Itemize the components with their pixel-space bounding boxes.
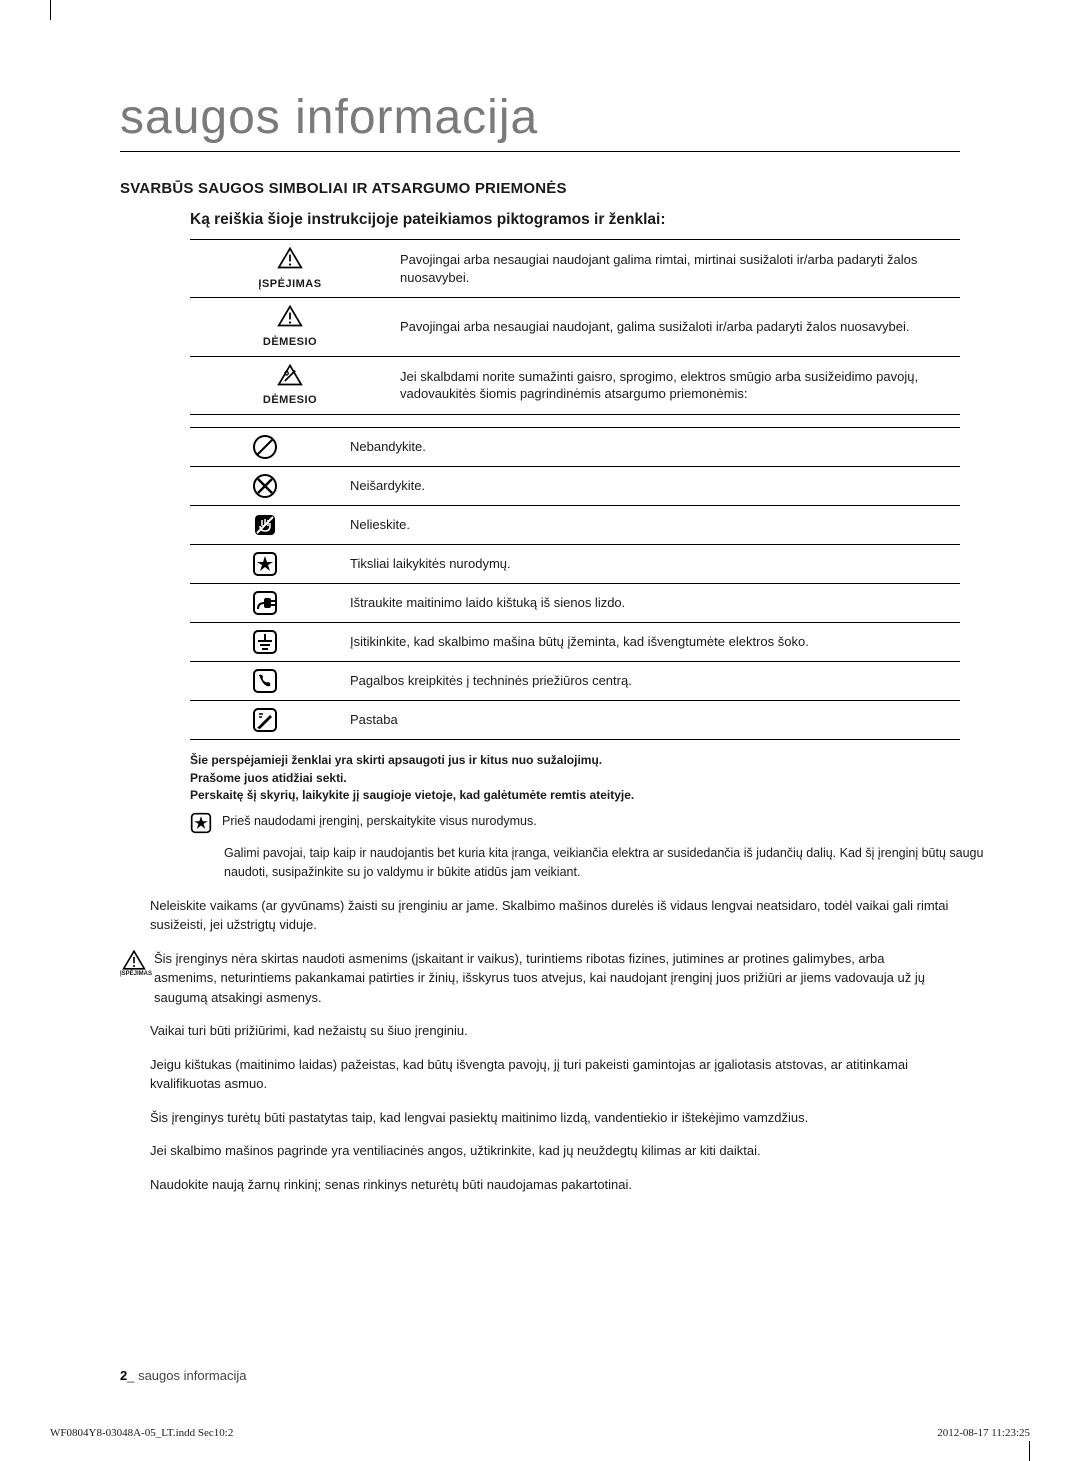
icon-cell [190,623,340,662]
icon-cell [190,584,340,623]
body-paragraph: Šis įrenginys turėtų būti pastatytas tai… [150,1108,950,1128]
star-instruction-text: Prieš naudodami įrenginį, perskaitykite … [222,812,960,830]
symbol-description: Tiksliai laikykitės nurodymų. [340,545,960,584]
table-row: Tiksliai laikykitės nurodymų. [190,545,960,584]
bold-notes: Šie perspėjamieji ženklai yra skirti aps… [190,752,960,804]
phone-icon [252,668,278,694]
table-row: Pagalbos kreipkitės į techninės priežiūr… [190,662,960,701]
table-row: ĮSPĖJIMAS Pavojingai arba nesaugiai naud… [190,240,960,298]
table-row: Nelieskite. [190,506,960,545]
note-icon [252,707,278,733]
ground-icon [252,629,278,655]
star-instruction-row: Prieš naudodami įrenginį, perskaitykite … [190,812,960,834]
symbol-description: Jei skalbdami norite sumažinti gaisro, s… [390,356,960,414]
no-disassemble-icon [252,473,278,499]
symbol-description: Pagalbos kreipkitės į techninės priežiūr… [340,662,960,701]
footer-page-number: 2 [120,1368,127,1383]
icon-cell [190,506,340,545]
symbol-description: Nebandykite. [340,428,960,467]
icon-label: DĖMESIO [194,335,386,350]
symbol-description: Pastaba [340,701,960,740]
icon-cell [190,467,340,506]
note-line: Perskaitę šį skyrių, laikykite jį saugio… [190,787,960,804]
hazard-paragraph: Galimi pavojai, taip kaip ir naudojantis… [224,844,984,882]
table-row: Neišardykite. [190,467,960,506]
symbol-description: Ištraukite maitinimo laido kištuką iš si… [340,584,960,623]
body-paragraph: Vaikai turi būti prižiūrimi, kad nežaist… [150,1021,950,1041]
star-box-icon [252,551,278,577]
warning-inline-icon: ĮSPĖJIMAS [120,949,148,977]
table-row: DĖMESIO Pavojingai arba nesaugiai naudoj… [190,298,960,356]
symbol-description: Pavojingai arba nesaugiai naudojant, gal… [390,298,960,356]
symbol-description: Įsitikinkite, kad skalbimo mašina būtų į… [340,623,960,662]
icon-label: DĖMESIO [194,393,386,408]
warning-text: Šis įrenginys nėra skirtas naudoti asmen… [154,949,950,1008]
icon-cell: DĖMESIO [190,356,390,414]
star-box-icon [190,812,212,834]
footer-timestamp: 2012-08-17 11:23:25 [937,1427,1030,1439]
footer-page-label: saugos informacija [138,1368,246,1383]
table-row: Įsitikinkite, kad skalbimo mašina būtų į… [190,623,960,662]
page-title: saugos informacija [120,90,960,152]
caution-triangle-icon [277,363,303,387]
table-row: Ištraukite maitinimo laido kištuką iš si… [190,584,960,623]
prohibit-icon [252,434,278,460]
unplug-icon [252,590,278,616]
table-row: Nebandykite. [190,428,960,467]
icon-cell: DĖMESIO [190,298,390,356]
symbol-description: Pavojingai arba nesaugiai naudojant gali… [390,240,960,298]
icon-cell [190,545,340,584]
symbol-description: Nelieskite. [340,506,960,545]
icon-cell [190,428,340,467]
symbol-table-2: Nebandykite. Neišardykite. Nelieskite. T… [190,427,960,740]
table-row: Pastaba [190,701,960,740]
icon-label: ĮSPĖJIMAS [194,277,386,292]
section-heading: SVARBŪS SAUGOS SIMBOLIAI IR ATSARGUMO PR… [120,180,960,197]
warning-inline-label: ĮSPĖJIMAS [120,971,148,977]
warning-row: ĮSPĖJIMAS Šis įrenginys nėra skirtas nau… [120,949,950,1008]
table-row: DĖMESIO Jei skalbdami norite sumažinti g… [190,356,960,414]
no-touch-icon [252,512,278,538]
symbol-table-1: ĮSPĖJIMAS Pavojingai arba nesaugiai naud… [190,239,960,415]
footer-filename: WF0804Y8-03048A-05_LT.indd Sec10:2 [50,1427,233,1439]
warning-triangle-icon [277,304,303,328]
warning-triangle-icon [277,246,303,270]
icon-cell: ĮSPĖJIMAS [190,240,390,298]
icon-cell [190,701,340,740]
symbol-description: Neišardykite. [340,467,960,506]
icon-cell [190,662,340,701]
body-paragraph: Neleiskite vaikams (ar gyvūnams) žaisti … [150,896,950,935]
footer-page: 2_ saugos informacija [120,1368,246,1383]
note-line: Šie perspėjamieji ženklai yra skirti aps… [190,752,960,769]
note-line: Prašome juos atidžiai sekti. [190,770,960,787]
subheading: Ką reiškia šioje instrukcijoje pateikiam… [190,211,960,229]
body-paragraph: Jeigu kištukas (maitinimo laidas) pažeis… [150,1055,950,1094]
body-paragraph: Naudokite naują žarnų rinkinį; senas rin… [150,1175,950,1195]
body-paragraph: Jei skalbimo mašinos pagrinde yra ventil… [150,1141,950,1161]
page-content: saugos informacija SVARBŪS SAUGOS SIMBOL… [120,90,960,1194]
